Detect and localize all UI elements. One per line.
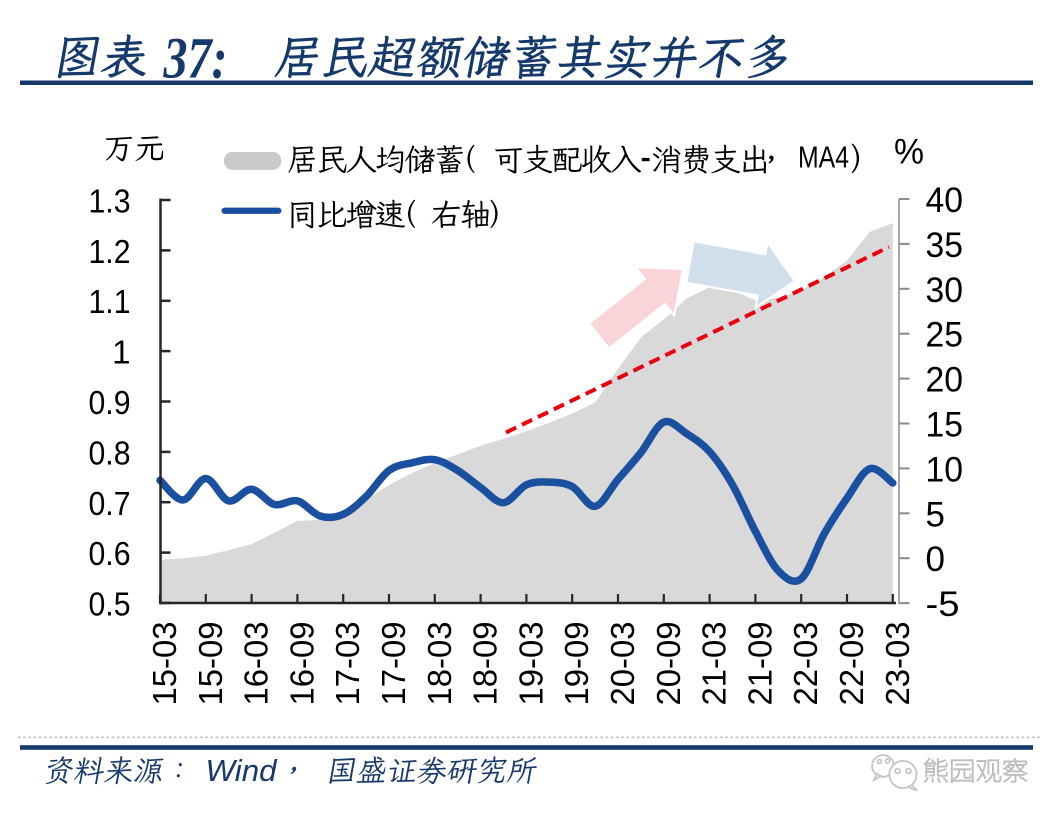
- svg-text:0.6: 0.6: [89, 535, 131, 572]
- svg-text:18-09: 18-09: [467, 622, 504, 706]
- svg-text:5: 5: [926, 495, 945, 534]
- svg-text:21-03: 21-03: [696, 622, 733, 706]
- svg-text:19-03: 19-03: [512, 622, 549, 706]
- svg-text:17-03: 17-03: [329, 622, 366, 706]
- svg-text:21-09: 21-09: [741, 622, 778, 706]
- svg-text:1: 1: [112, 334, 130, 371]
- svg-text:0.8: 0.8: [89, 434, 131, 471]
- svg-text:16-09: 16-09: [283, 622, 320, 706]
- svg-text:23-03: 23-03: [879, 622, 916, 706]
- svg-text:0.7: 0.7: [89, 485, 131, 522]
- svg-text:0.5: 0.5: [89, 586, 131, 623]
- svg-text:20: 20: [926, 361, 964, 400]
- svg-text:15: 15: [926, 406, 964, 445]
- svg-text:%: %: [894, 133, 924, 172]
- svg-text:Wind: Wind: [206, 753, 279, 788]
- svg-text:22-09: 22-09: [833, 622, 870, 706]
- svg-text:0: 0: [926, 540, 945, 579]
- svg-text:37:: 37:: [163, 26, 228, 91]
- svg-text:MA4: MA4: [798, 140, 849, 175]
- svg-text:22-03: 22-03: [787, 622, 824, 706]
- svg-text:1.2: 1.2: [89, 233, 131, 270]
- svg-text:20-09: 20-09: [650, 622, 687, 706]
- svg-text:1.1: 1.1: [89, 283, 131, 320]
- svg-text:25: 25: [926, 316, 964, 355]
- svg-text:30: 30: [926, 271, 964, 310]
- svg-text:40: 40: [926, 181, 964, 220]
- svg-text:-5: -5: [926, 585, 960, 624]
- svg-text:35: 35: [926, 226, 964, 265]
- svg-text:1.3: 1.3: [89, 183, 131, 220]
- svg-text:18-03: 18-03: [421, 622, 458, 706]
- svg-text:15-09: 15-09: [192, 622, 229, 706]
- svg-text:19-09: 19-09: [558, 622, 595, 706]
- svg-text:0.9: 0.9: [89, 384, 131, 421]
- svg-text:16-03: 16-03: [238, 622, 275, 706]
- svg-text:20-03: 20-03: [604, 622, 641, 706]
- svg-text:17-09: 17-09: [375, 622, 412, 706]
- svg-text:15-03: 15-03: [146, 622, 183, 706]
- svg-text:10: 10: [926, 450, 964, 489]
